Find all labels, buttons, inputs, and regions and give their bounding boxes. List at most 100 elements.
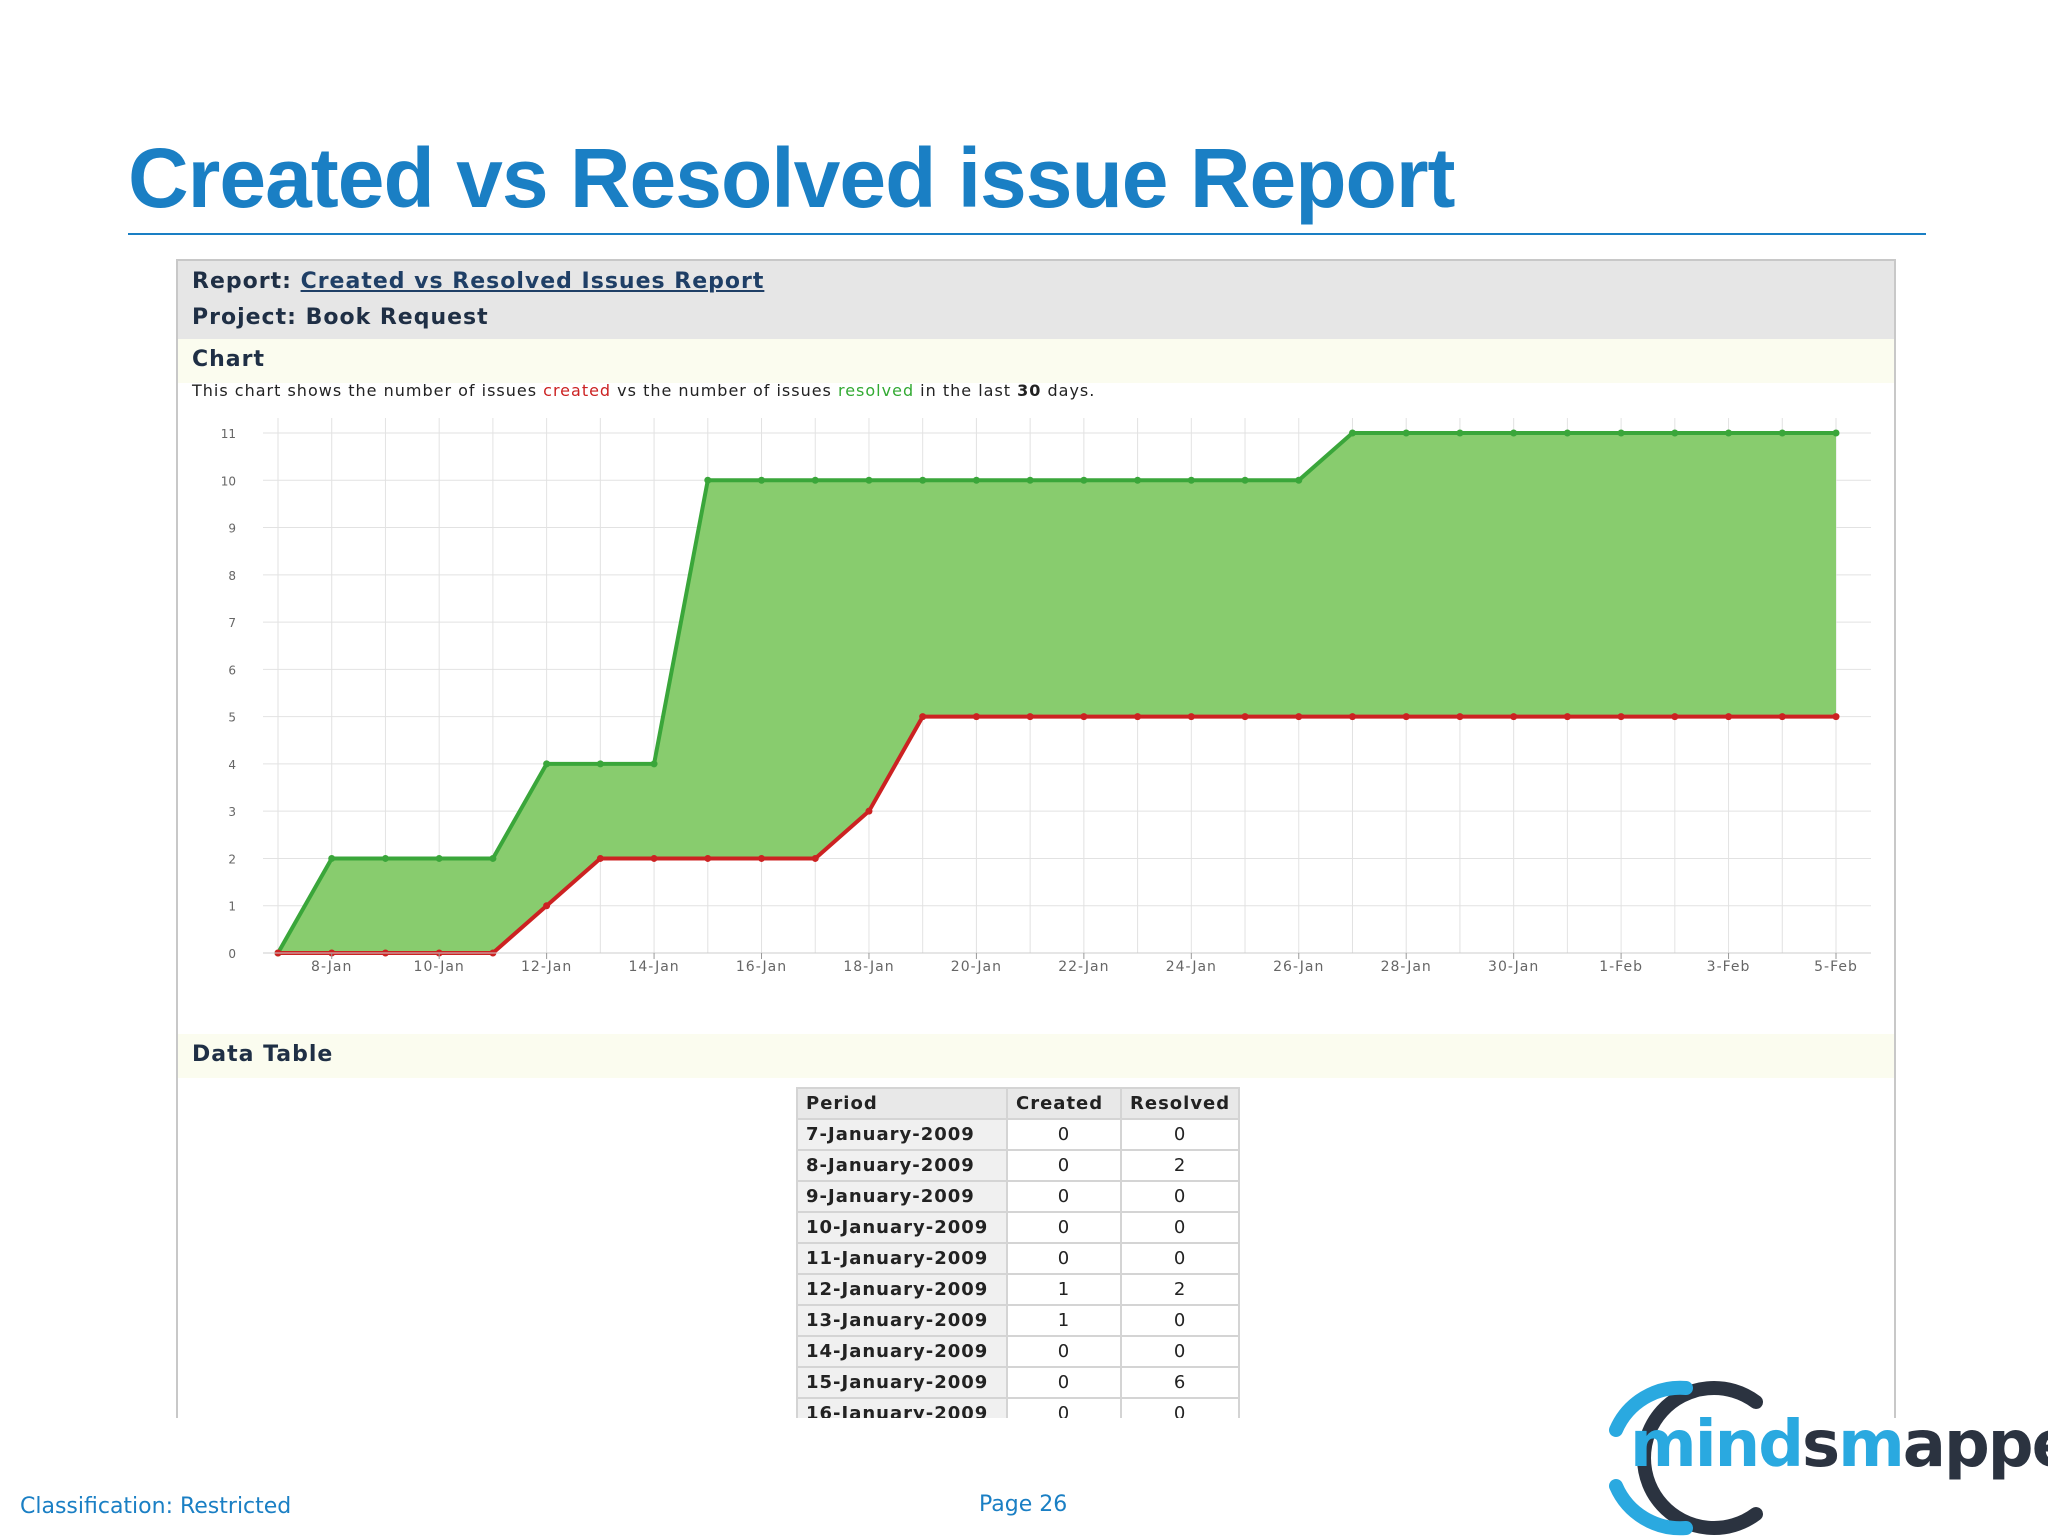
cell-resolved: 6 — [1119, 1366, 1241, 1399]
desc-text-1: This chart shows the number of issues — [192, 381, 544, 400]
y-tick-label: 6 — [228, 663, 236, 677]
cell-resolved: 0 — [1119, 1180, 1241, 1213]
cell-created: 0 — [1006, 1366, 1122, 1399]
desc-resolved: resolved — [837, 381, 915, 400]
table-row: 12-January-2009 1 2 — [796, 1273, 1241, 1306]
data-point-upper — [704, 476, 712, 484]
data-point-lower — [1080, 713, 1088, 721]
x-tick-label: 28-Jan — [1381, 959, 1432, 975]
data-point-upper — [381, 854, 389, 862]
header-resolved: Resolved — [1119, 1087, 1241, 1120]
data-point-lower — [1832, 713, 1840, 721]
table-row: 9-January-2009 0 0 — [796, 1180, 1241, 1213]
mindsmapped-logo: mindsmapped — [1586, 1380, 2048, 1536]
data-point-upper — [435, 854, 443, 862]
cell-period: 8-January-2009 — [796, 1149, 1008, 1182]
data-point-upper — [1134, 476, 1142, 484]
cell-period: 11-January-2009 — [796, 1242, 1008, 1275]
data-point-lower — [865, 807, 873, 815]
x-tick-label: 26-Jan — [1273, 959, 1324, 975]
data-point-upper — [758, 476, 766, 484]
report-line: Report: Created vs Resolved Issues Repor… — [192, 269, 764, 294]
cell-resolved: 2 — [1119, 1273, 1241, 1306]
header-period: Period — [796, 1087, 1008, 1120]
data-point-upper — [1187, 476, 1195, 484]
logo-part-s: s — [1802, 1408, 1840, 1482]
data-point-upper — [489, 854, 497, 862]
data-point-upper — [1080, 476, 1088, 484]
cell-period: 16-January-2009 — [796, 1397, 1008, 1418]
cell-period: 10-January-2009 — [796, 1211, 1008, 1244]
data-point-upper — [1617, 429, 1625, 437]
table-row: 16-January-2009 0 0 — [796, 1397, 1241, 1418]
data-point-upper — [919, 476, 927, 484]
cell-created: 0 — [1006, 1335, 1122, 1368]
cell-resolved: 0 — [1119, 1335, 1241, 1368]
data-point-upper — [1510, 429, 1518, 437]
data-point-lower — [1510, 713, 1518, 721]
data-point-lower — [972, 713, 980, 721]
data-point-lower — [811, 854, 819, 862]
desc-days: 30 — [1017, 381, 1042, 400]
cell-period: 14-January-2009 — [796, 1335, 1008, 1368]
data-point-upper — [596, 760, 604, 768]
x-tick-label: 12-Jan — [521, 959, 572, 975]
data-point-upper — [1778, 429, 1786, 437]
x-tick-label: 24-Jan — [1166, 959, 1217, 975]
data-point-upper — [1295, 476, 1303, 484]
logo-part-m: m — [1838, 1408, 1905, 1482]
data-point-upper — [1241, 476, 1249, 484]
data-point-upper — [1402, 429, 1410, 437]
cell-period: 9-January-2009 — [796, 1180, 1008, 1213]
cell-resolved: 0 — [1119, 1118, 1241, 1151]
cell-resolved: 0 — [1119, 1397, 1241, 1418]
y-tick-label: 1 — [228, 900, 236, 914]
project-label: Project: — [192, 305, 297, 330]
x-tick-label: 22-Jan — [1058, 959, 1109, 975]
data-point-lower — [1348, 713, 1356, 721]
data-point-lower — [919, 713, 927, 721]
y-tick-label: 10 — [221, 474, 236, 488]
x-tick-label: 5-Feb — [1814, 959, 1858, 975]
logo-wordmark: mindsmapped — [1630, 1408, 2048, 1482]
x-tick-label: 14-Jan — [628, 959, 679, 975]
desc-text-4: days. — [1041, 381, 1096, 400]
data-point-lower — [758, 854, 766, 862]
data-point-upper — [1671, 429, 1679, 437]
page-title: Created vs Resolved issue Report — [128, 131, 1456, 225]
data-point-lower — [1295, 713, 1303, 721]
title-divider — [128, 233, 1926, 235]
x-tick-label: 20-Jan — [951, 959, 1002, 975]
report-label: Report: — [192, 269, 292, 294]
data-point-lower — [1134, 713, 1142, 721]
cell-resolved: 0 — [1119, 1304, 1241, 1337]
logo-ring-icon — [1609, 1380, 1763, 1536]
y-tick-label: 4 — [228, 758, 236, 772]
table-row: 13-January-2009 1 0 — [796, 1304, 1241, 1337]
data-point-upper — [543, 760, 551, 768]
report-header: Report: Created vs Resolved Issues Repor… — [178, 261, 1894, 339]
data-point-upper — [1832, 429, 1840, 437]
y-tick-label: 8 — [228, 569, 236, 583]
cell-period: 12-January-2009 — [796, 1273, 1008, 1306]
data-point-upper — [1026, 476, 1034, 484]
y-tick-label: 11 — [221, 427, 236, 441]
report-frame: Report: Created vs Resolved Issues Repor… — [176, 259, 1896, 1418]
cell-created: 1 — [1006, 1304, 1122, 1337]
cell-created: 0 — [1006, 1180, 1122, 1213]
data-point-lower — [1778, 713, 1786, 721]
desc-created: created — [543, 381, 612, 400]
desc-text-3: in the last — [914, 381, 1018, 400]
x-tick-label: 3-Feb — [1707, 959, 1751, 975]
report-name-link[interactable]: Created vs Resolved Issues Report — [300, 269, 765, 294]
cell-period: 15-January-2009 — [796, 1366, 1008, 1399]
data-point-lower — [1026, 713, 1034, 721]
data-point-lower — [704, 854, 712, 862]
cell-resolved: 2 — [1119, 1149, 1241, 1182]
y-tick-label: 9 — [228, 522, 236, 536]
cell-resolved: 0 — [1119, 1242, 1241, 1275]
data-point-lower — [650, 854, 658, 862]
series-line-lower — [278, 714, 1836, 955]
y-tick-label: 7 — [228, 616, 236, 630]
cell-period: 7-January-2009 — [796, 1118, 1008, 1151]
